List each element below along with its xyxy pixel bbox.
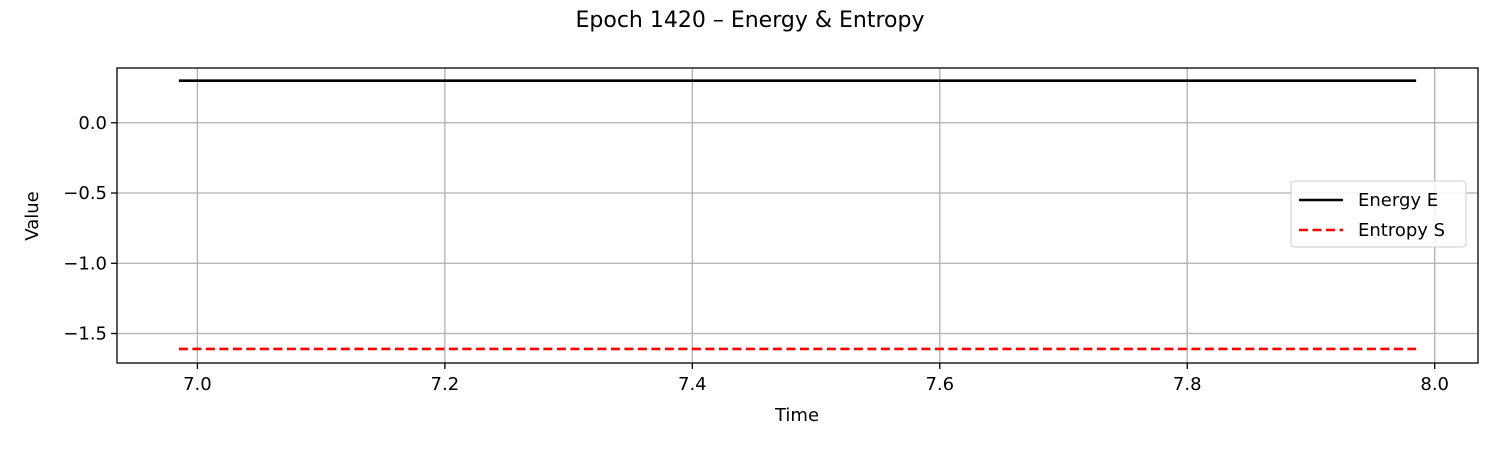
series-layer [178,79,1417,351]
y-axis-label: Value [22,191,43,240]
x-tick-label: 8.0 [1420,374,1449,395]
legend-label-energy: Energy E [1358,190,1438,211]
x-tick-label: 7.8 [1173,374,1202,395]
x-tick-label: 7.2 [431,374,460,395]
plot-area-frame [116,67,1479,364]
y-tick-label: −1.0 [63,253,107,274]
y-tick-label: 0.0 [78,113,107,134]
x-axis: 7.0 7.2 7.4 7.6 7.8 8.0 [183,363,1449,395]
x-axis-label: Time [774,405,819,426]
legend-label-entropy: Entropy S [1358,220,1445,241]
grid [117,68,1478,363]
x-tick-label: 7.6 [925,374,954,395]
y-tick-label: −1.5 [63,324,107,345]
y-tick-label: −0.5 [63,183,107,204]
y-axis: 0.0 −0.5 −1.0 −1.5 [63,113,117,345]
legend: Energy E Entropy S [1290,180,1467,248]
x-tick-label: 7.0 [183,374,212,395]
chart-title: Epoch 1420 – Energy & Entropy [576,8,925,33]
x-tick-label: 7.4 [678,374,707,395]
